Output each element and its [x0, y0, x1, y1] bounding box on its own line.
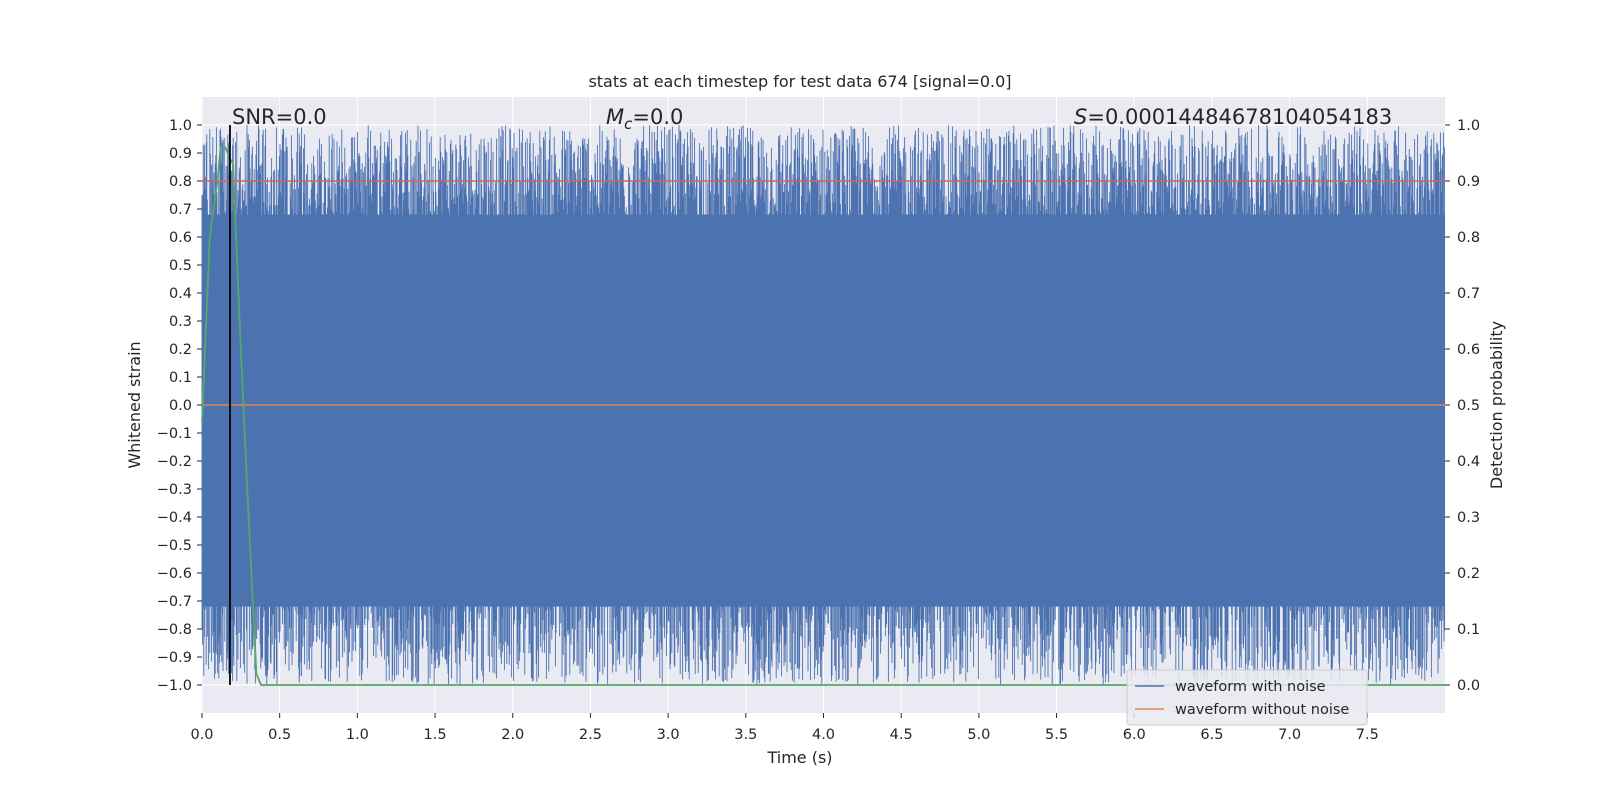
- annotation-mc-sub: c: [624, 115, 633, 133]
- y-tick-label: −0.2: [157, 454, 192, 470]
- y2-tick-label: 0.8: [1457, 230, 1480, 246]
- ticks: 0.0 0.5 1.0 1.5 2.0 2.5 3.0 3.5 4.0 4.5 5.0 5.5 6.0 6…: [157, 118, 1480, 743]
- y-tick-label: 0.1: [169, 370, 192, 386]
- y-tick-label: 1.0: [169, 118, 192, 134]
- annotation-s: S=0.00014484678104054183: [1074, 105, 1392, 129]
- y2-tick-label: 0.4: [1457, 454, 1480, 470]
- y-axis-label: Whitened strain: [125, 341, 144, 468]
- y-tick-label: −0.1: [157, 426, 192, 442]
- x-tick-label: 4.0: [812, 727, 835, 743]
- y2-tick-label: 0.3: [1457, 510, 1480, 526]
- legend-label-noise: waveform with noise: [1175, 679, 1326, 695]
- legend-label-clean: waveform without noise: [1175, 702, 1349, 718]
- x-tick-label: 7.5: [1356, 727, 1379, 743]
- x-tick-label: 0.0: [190, 727, 213, 743]
- y2-tick-label: 0.9: [1457, 174, 1480, 190]
- legend: waveform with noise waveform without noi…: [1126, 669, 1368, 726]
- y-tick-label: 0.2: [169, 342, 192, 358]
- y-tick-label: −0.5: [157, 538, 192, 554]
- x-tick-label: 2.5: [579, 727, 602, 743]
- x-tick-label: 1.0: [346, 727, 369, 743]
- y2-tick-label: 0.0: [1457, 678, 1480, 694]
- x-tick-label: 3.0: [657, 727, 680, 743]
- y2-tick-label: 0.2: [1457, 566, 1480, 582]
- x-tick-label: 7.0: [1278, 727, 1301, 743]
- annotation-s-value: =0.00014484678104054183: [1087, 105, 1392, 129]
- x-tick-label: 5.0: [967, 727, 990, 743]
- y-tick-label: 0.5: [169, 258, 192, 274]
- y2-tick-label: 0.7: [1457, 286, 1480, 302]
- x-tick-label: 1.5: [424, 727, 447, 743]
- y2-tick-label: 0.6: [1457, 342, 1480, 358]
- annotation-snr: SNR=0.0: [232, 105, 327, 129]
- y-tick-label: −0.8: [157, 622, 192, 638]
- y2-axis-label: Detection probability: [1487, 321, 1506, 489]
- data-layer: [201, 125, 1446, 686]
- chart-title: stats at each timestep for test data 674…: [588, 72, 1011, 91]
- y-tick-label: 0.0: [169, 398, 192, 414]
- y-tick-label: 0.3: [169, 314, 192, 330]
- y2-tick-label: 0.1: [1457, 622, 1480, 638]
- y-tick-label: 0.7: [169, 202, 192, 218]
- y-tick-label: 0.8: [169, 174, 192, 190]
- annotation-mc-symbol: M: [606, 105, 624, 129]
- x-tick-label: 2.0: [501, 727, 524, 743]
- series-detection-probability: [201, 146, 1445, 686]
- y-tick-label: −0.7: [157, 594, 192, 610]
- annotation-mc-value: =0.0: [632, 105, 683, 129]
- annotation-chirp-mass: Mc=0.0: [606, 105, 683, 133]
- y-tick-label: −0.6: [157, 566, 192, 582]
- x-tick-label: 6.0: [1123, 727, 1146, 743]
- y-tick-label: −0.4: [157, 510, 192, 526]
- y-tick-label: −1.0: [157, 678, 192, 694]
- y-tick-label: −0.3: [157, 482, 192, 498]
- x-tick-label: 6.5: [1200, 727, 1223, 743]
- x-axis-label: Time (s): [766, 748, 832, 767]
- x-tick-label: 4.5: [890, 727, 913, 743]
- y2-tick-label: 1.0: [1457, 118, 1480, 134]
- annotation-s-symbol: S: [1074, 105, 1087, 129]
- legend-box: [1126, 669, 1368, 726]
- y-tick-label: 0.4: [169, 286, 192, 302]
- y2-tick-label: 0.5: [1457, 398, 1480, 414]
- y-tick-label: −0.9: [157, 650, 192, 666]
- x-tick-label: 0.5: [268, 727, 291, 743]
- y-tick-label: 0.6: [169, 230, 192, 246]
- x-tick-label: 5.5: [1045, 727, 1068, 743]
- y-tick-label: 0.9: [169, 146, 192, 162]
- x-tick-label: 3.5: [734, 727, 757, 743]
